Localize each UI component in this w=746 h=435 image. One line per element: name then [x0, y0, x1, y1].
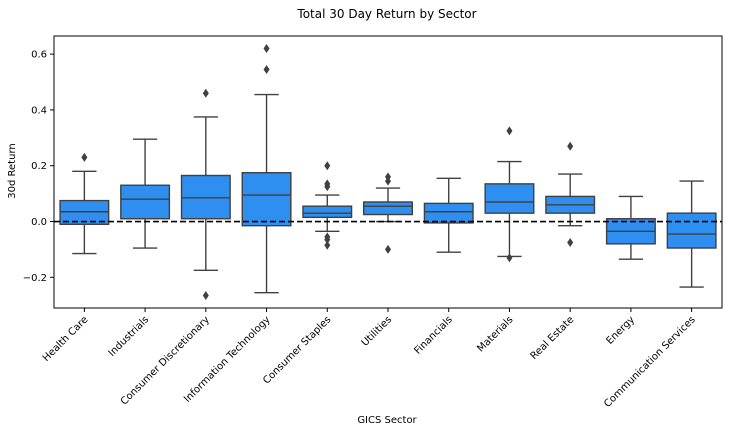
- x-tick-label: Energy: [604, 314, 637, 347]
- x-tick-label: Utilities: [360, 314, 394, 348]
- box: [666, 212, 717, 249]
- y-tick-label: 0.6: [31, 50, 47, 61]
- x-tick-label: Materials: [475, 314, 515, 354]
- outlier-point: [324, 235, 331, 245]
- outlier-point: [202, 88, 209, 98]
- box-group: [302, 161, 353, 250]
- plot-frame: [53, 35, 723, 309]
- plot-area: −0.2 0.0 0.2 0.4 0.6 Health Care Industrials Co…: [23, 35, 723, 410]
- outlier-point: [263, 44, 270, 54]
- x-axis-label: GICS Sector: [357, 415, 417, 426]
- outlier-point: [324, 182, 331, 192]
- y-tick-label: 0.0: [31, 217, 47, 228]
- outlier-point: [506, 253, 513, 263]
- x-tick-label: Health Care: [41, 314, 91, 364]
- box-group: [241, 44, 292, 294]
- y-axis-label: 30d Return: [7, 143, 18, 198]
- outlier-point: [81, 152, 88, 162]
- box-group: [59, 152, 110, 255]
- outlier-point: [567, 141, 574, 151]
- box-group: [605, 195, 656, 260]
- outlier-point: [567, 237, 574, 247]
- x-tick-label: Real Estate: [529, 314, 577, 362]
- box-group: [363, 172, 413, 254]
- box: [120, 184, 171, 220]
- outlier-point: [202, 290, 209, 300]
- box-group: [484, 126, 535, 263]
- outlier-point: [385, 244, 391, 254]
- outlier-point: [324, 240, 331, 250]
- x-tick-label: Financials: [412, 314, 454, 356]
- x-tick-label: Industrials: [107, 314, 152, 359]
- box: [363, 201, 413, 216]
- box-group: [423, 177, 474, 253]
- outlier-point: [385, 176, 391, 186]
- outlier-point: [324, 161, 331, 171]
- y-tick-label: 0.4: [31, 105, 47, 116]
- box: [241, 171, 292, 227]
- chart-title: Total 30 Day Return by Sector: [296, 7, 476, 21]
- y-tick-label: −0.2: [23, 273, 47, 284]
- box: [484, 183, 535, 214]
- box-group: [666, 180, 717, 288]
- outlier-point: [506, 126, 513, 136]
- box-group: [545, 141, 596, 247]
- box-group: [120, 138, 171, 249]
- box: [423, 202, 474, 224]
- outlier-point: [263, 64, 270, 74]
- box: [302, 205, 353, 219]
- x-tick-label: Consumer Staples: [261, 314, 333, 386]
- y-tick-label: 0.2: [31, 161, 47, 172]
- box-group: [180, 88, 231, 300]
